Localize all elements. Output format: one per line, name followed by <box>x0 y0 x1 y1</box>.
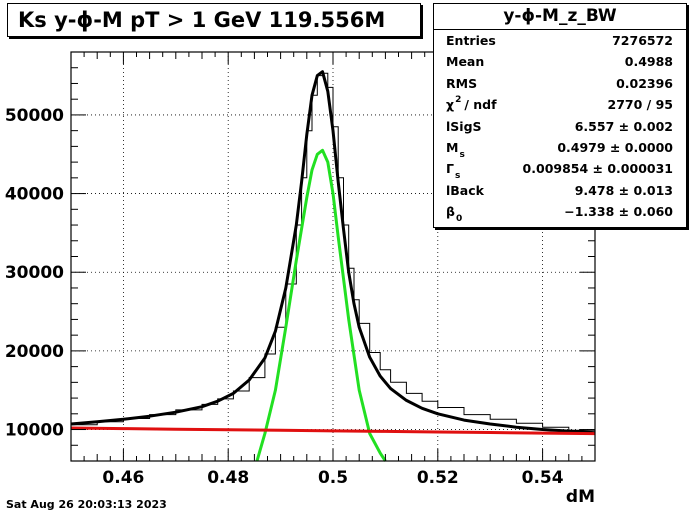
stats-label-suffix: / ndf <box>464 97 497 113</box>
stats-label-text: Γ <box>446 161 454 177</box>
y-tick-label: 20000 <box>5 342 64 362</box>
stats-row: RMS 0.02396 <box>434 73 686 94</box>
stats-value: 2770 / 95 <box>607 97 673 113</box>
stats-label-subscript: s <box>459 149 465 160</box>
stats-label: Γs <box>446 158 460 182</box>
x-axis-title: dM <box>566 487 595 507</box>
plot-series <box>70 70 596 462</box>
stats-label: lSigS <box>446 116 482 137</box>
y-tick-label: 30000 <box>5 263 64 283</box>
stats-row: Entries 7276572 <box>434 30 686 51</box>
stats-label-subscript: 0 <box>455 214 463 225</box>
x-tick-label: 0.48 <box>207 468 249 488</box>
stats-row: β0 −1.338 ± 0.060 <box>434 201 686 225</box>
y-tick-label: 50000 <box>5 106 64 126</box>
stats-label-text: lBack <box>446 182 484 198</box>
datestamp: Sat Aug 26 20:03:13 2023 <box>6 498 167 511</box>
fit-background-curve <box>70 426 596 436</box>
stats-label-text: M <box>446 139 459 155</box>
chart-title: Ks y-ϕ-M pT > 1 GeV 119.556M <box>7 3 421 37</box>
stats-label: β0 <box>446 201 462 225</box>
stats-row: Γs 0.009854 ± 0.000031 <box>434 158 686 182</box>
stats-row: χ2/ ndf 2770 / 95 <box>434 94 686 115</box>
stats-value: 7276572 <box>612 33 673 48</box>
stats-row: Ms 0.4979 ± 0.0000 <box>434 137 686 161</box>
stats-label-text: lSigS <box>446 118 482 134</box>
stats-label-text: Mean <box>446 54 485 70</box>
stats-value: 0.02396 <box>616 75 673 91</box>
stats-label: lBack <box>446 180 484 201</box>
stats-row: lBack 9.478 ± 0.013 <box>434 180 686 201</box>
fit-signal-curve <box>255 148 387 462</box>
stats-label: χ2/ ndf <box>446 94 497 118</box>
x-tick-label: 0.5 <box>318 468 348 488</box>
x-tick-label: 0.46 <box>102 468 144 488</box>
stats-value: 6.557 ± 0.002 <box>574 118 673 134</box>
stats-label-superscript: 2 <box>455 95 462 106</box>
x-tick-label: 0.52 <box>417 468 459 488</box>
stats-label-text: RMS <box>446 75 478 91</box>
y-tick-label: 10000 <box>5 421 64 441</box>
stats-value: −1.338 ± 0.060 <box>564 204 673 220</box>
stats-box: y-ϕ-M_z_BW Entries 7276572 Mean 0.4988 RMS 0.… <box>433 3 687 228</box>
stats-value: 0.009854 ± 0.000031 <box>522 161 673 177</box>
stats-value: 9.478 ± 0.013 <box>574 182 673 198</box>
x-tick-label: 0.54 <box>522 468 564 488</box>
stats-label-text: β <box>446 204 455 220</box>
y-tick-label: 40000 <box>5 185 64 205</box>
stats-row: lSigS 6.557 ± 0.002 <box>434 116 686 137</box>
stats-label-subscript: s <box>454 171 461 182</box>
stats-label: Entries <box>446 30 496 51</box>
stats-label: Ms <box>446 137 465 161</box>
stats-row: Mean 0.4988 <box>434 51 686 72</box>
stats-value: 0.4979 ± 0.0000 <box>557 139 673 155</box>
stats-value: 0.4988 <box>624 54 673 70</box>
stats-title: y-ϕ-M_z_BW <box>434 4 686 30</box>
stats-label-text: χ <box>446 97 455 113</box>
stats-label: Mean <box>446 51 484 72</box>
stats-label-text: Entries <box>446 33 496 48</box>
fit-total-curve <box>70 70 596 435</box>
stats-label: RMS <box>446 73 477 94</box>
stats-rows: Entries 7276572 Mean 0.4988 RMS 0.02396 χ2/ nd… <box>434 30 686 225</box>
